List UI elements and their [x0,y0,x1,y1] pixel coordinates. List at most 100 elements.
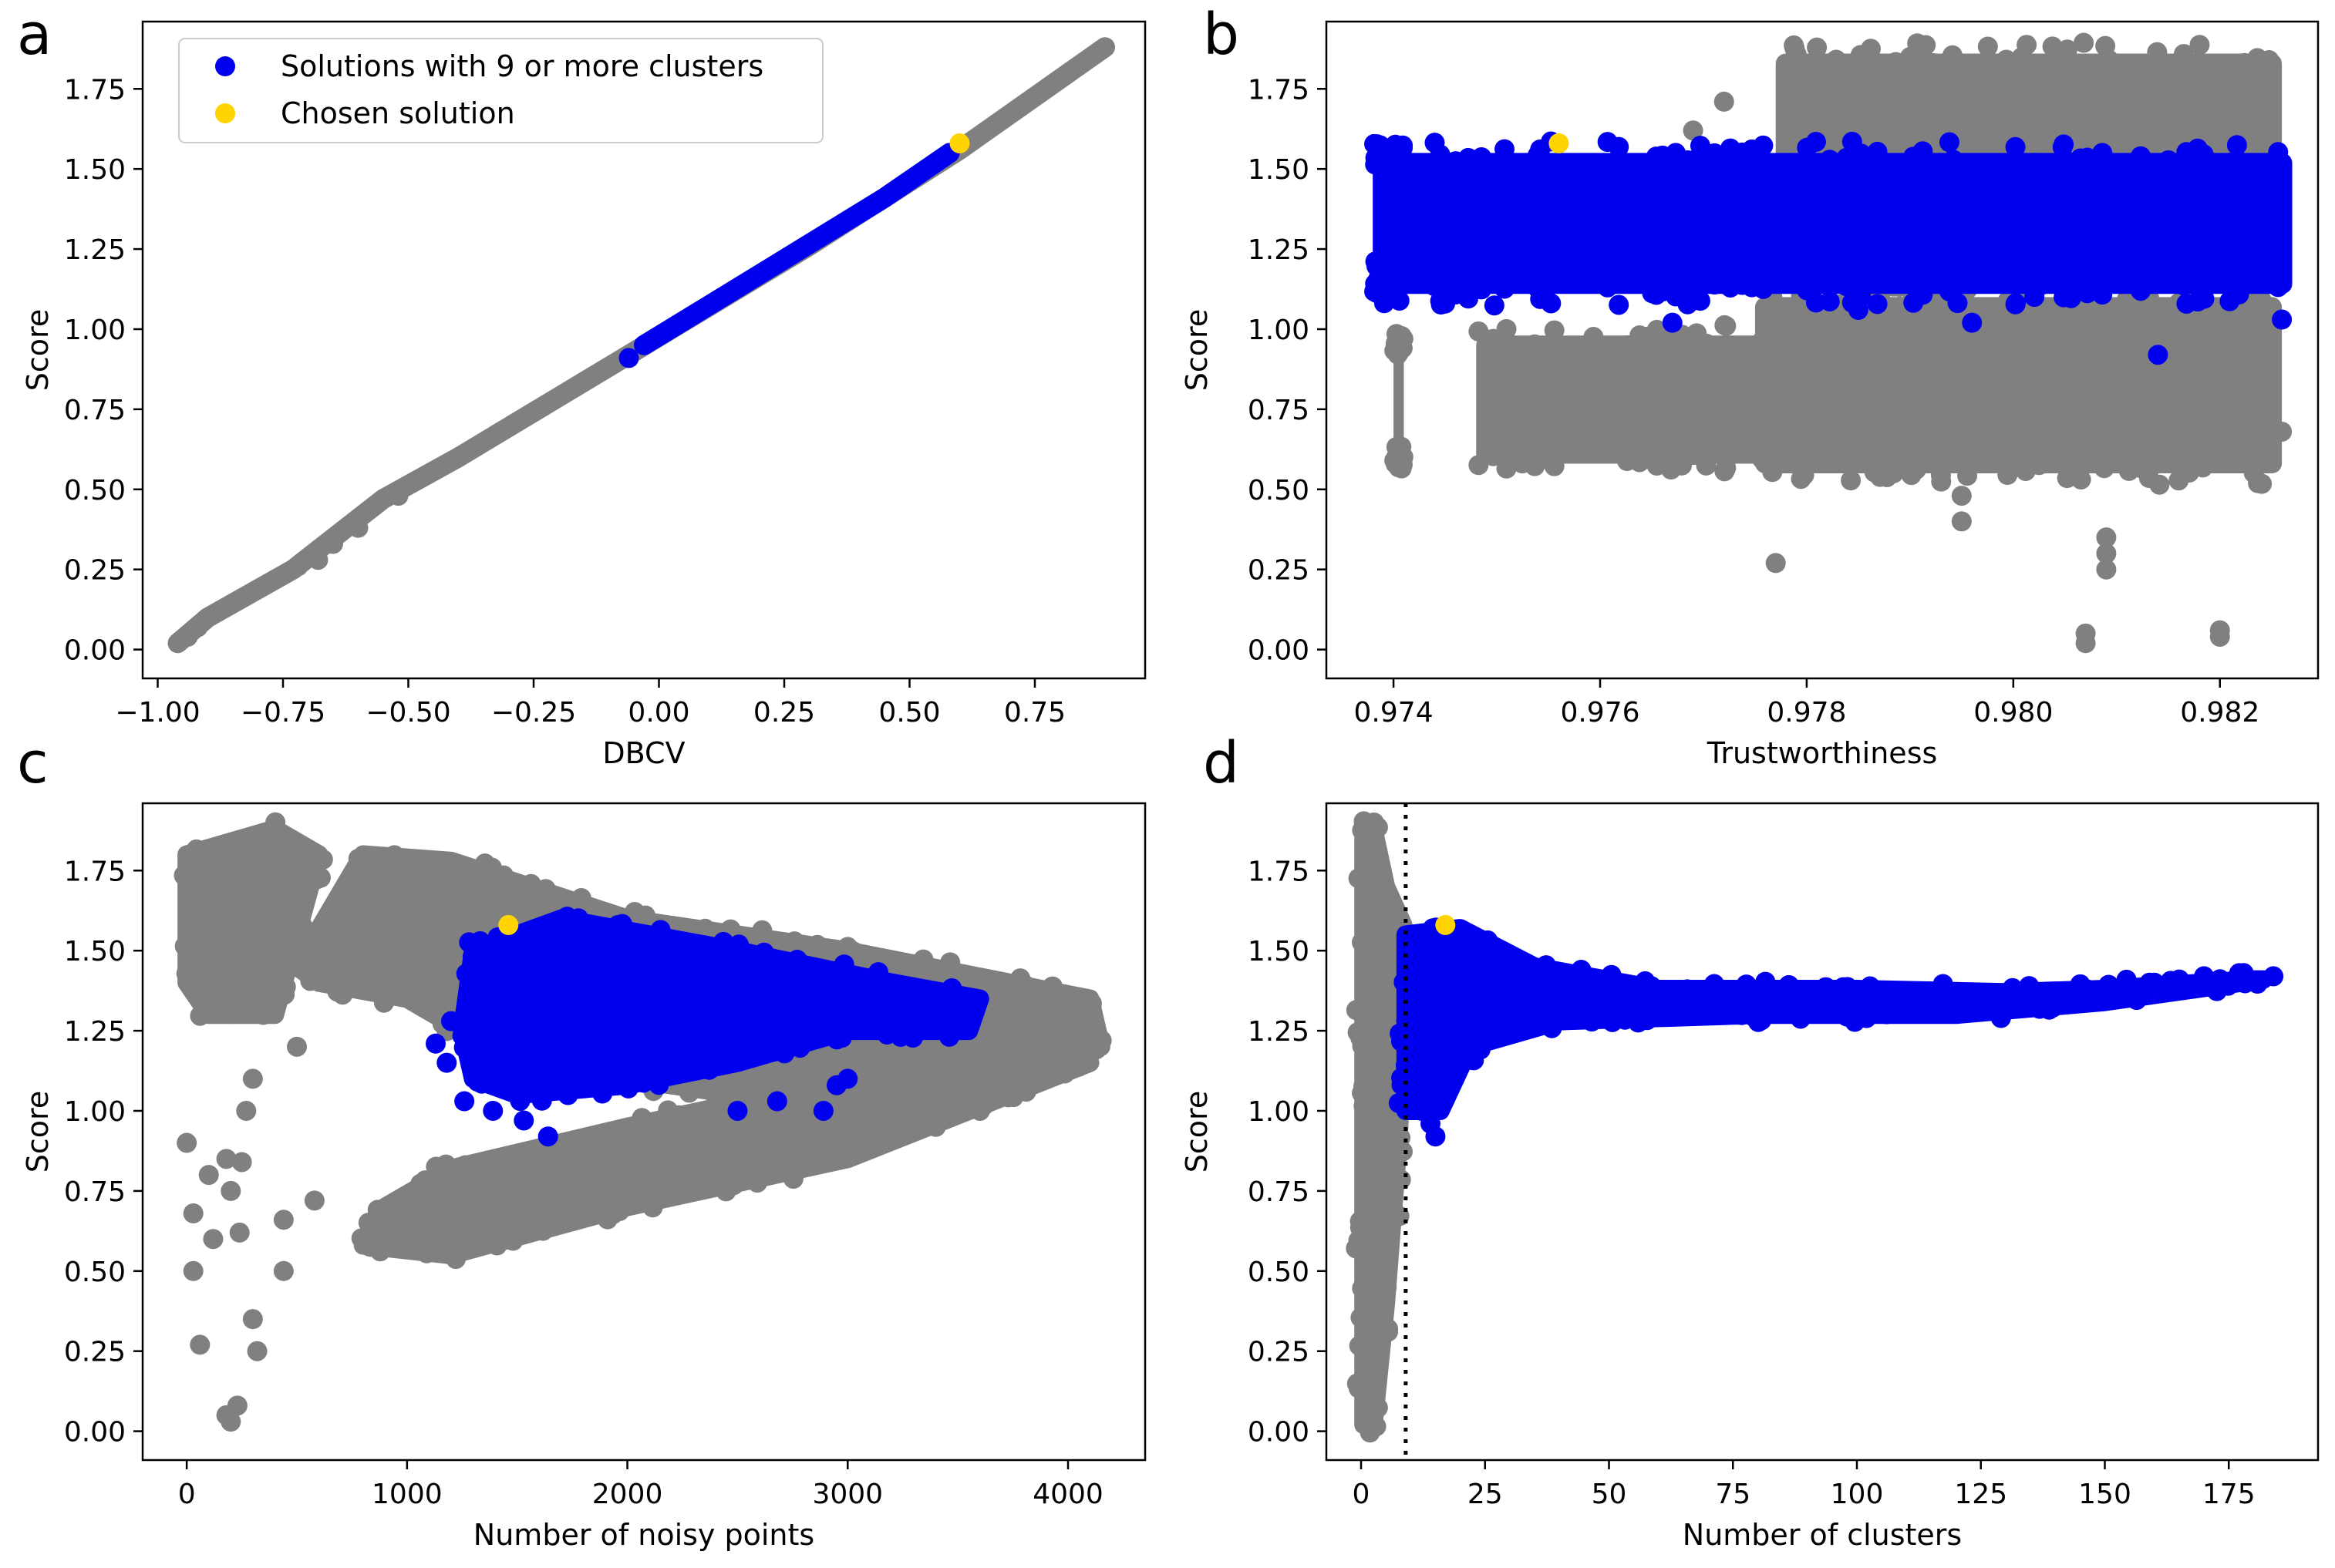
data-point [1951,511,1972,532]
data-point [1083,1009,1104,1030]
y-tick-label: 1.50 [1248,936,1309,967]
data-point [884,1128,905,1149]
data-point [2272,309,2293,330]
data-point [1778,974,1799,995]
data-point [753,942,774,963]
data-point [618,348,639,368]
data-point [767,1161,787,1182]
data-point [1637,1010,1658,1031]
series-yellow-d [1435,914,1456,935]
panel-d-scatter: 0 25 50 75 100 125 150 175 0.00 0.25 0.50 0.75 1.00 1… [1180,730,2320,1552]
data-point [2219,54,2239,75]
data-point [1890,458,1911,479]
data-point [426,1156,446,1177]
data-point [2092,284,2113,305]
data-point [727,1100,748,1121]
data-point [178,887,199,908]
data-point [1703,1003,1724,1024]
data-point [2268,142,2289,163]
data-point [1468,455,1489,476]
y-tick-label: 0.00 [64,1417,126,1449]
data-point [527,885,548,906]
data-point [939,1026,960,1047]
y-tick-label: 1.75 [64,74,126,106]
y-tick-label: 1.75 [1248,74,1309,106]
data-point [2005,136,2026,157]
data-point [868,962,889,983]
data-point [767,1091,787,1112]
data-point [1387,344,1408,365]
data-point [1359,1175,1380,1196]
data-point [1885,52,1906,72]
data-point [242,1309,263,1330]
x-tick-label: −0.50 [366,697,450,728]
data-point [1512,337,1533,358]
data-point [2194,966,2215,987]
data-point [2248,298,2269,318]
y-tick-label: 1.50 [64,936,126,967]
data-point [2176,293,2197,314]
chosen-solution-point [1548,133,1569,153]
data-point [2096,559,2117,580]
legend-marker-blue [215,56,235,76]
data-point [1996,49,2017,70]
data-point [351,1228,372,1249]
data-point [1714,461,1735,482]
x-axis-label: Number of clusters [1683,1518,1962,1552]
data-point [1390,1127,1411,1148]
data-point [2057,39,2077,60]
panel-letter: a [17,2,52,68]
data-point [177,1132,197,1153]
data-point [2178,462,2199,483]
data-point [1912,141,1933,162]
data-point [1360,816,1380,837]
data-point [2098,49,2119,70]
data-point [1360,1278,1381,1299]
data-point [2148,345,2168,365]
data-point [2052,274,2073,294]
y-axis-label: Score [1180,1091,1214,1173]
x-tick-label: 125 [1954,1479,2007,1510]
data-point [679,1082,699,1103]
data-point [323,533,343,554]
x-axis-label: Trustworthiness [1707,736,1938,770]
data-point [1525,1014,1545,1035]
data-point [1837,977,1858,998]
data-point [2131,281,2151,301]
x-tick-label: 25 [1467,1479,1503,1510]
data-point [699,1059,719,1080]
data-point [176,963,197,984]
data-point [198,1165,219,1186]
data-point [415,1170,436,1191]
data-point [2006,293,2027,314]
data-point [183,1260,204,1281]
data-point [1762,462,1783,483]
data-point [1947,153,1968,174]
data-point [1375,261,1396,282]
data-point [1445,151,1466,172]
data-point [1668,153,1689,173]
data-point [1494,278,1515,299]
data-point [307,929,328,950]
data-point [2268,277,2289,298]
data-point [1583,327,1604,348]
data-point [1356,929,1377,950]
plot-area-a [167,37,1115,654]
data-point [1629,452,1650,473]
data-point [2248,473,2269,493]
x-tick-label: 1000 [372,1479,443,1510]
data-point [2070,148,2091,169]
x-tick-label: 3000 [812,1479,883,1510]
data-point [1609,294,1629,315]
data-point [1674,1001,1695,1022]
data-point [632,1108,652,1129]
data-point [2118,985,2138,1006]
data-point [1848,300,1868,321]
data-point [1424,276,1445,297]
data-point [909,1115,930,1136]
series-blue-a [618,143,960,368]
data-point [1797,280,1818,301]
data-point [1973,53,1994,74]
data-point [1377,1235,1398,1256]
x-tick-label: 150 [2078,1479,2131,1510]
